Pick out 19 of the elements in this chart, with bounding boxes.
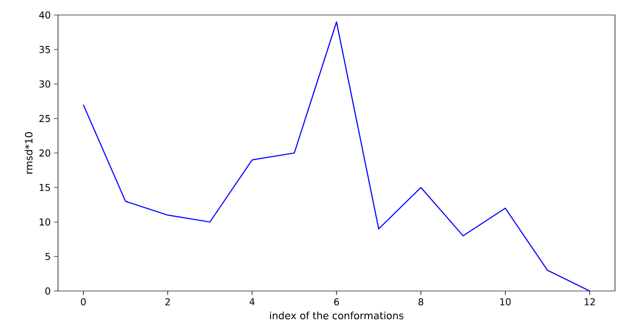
- y-tick-label: 10: [40, 218, 50, 226]
- y-tick-label: 25: [39, 114, 50, 122]
- y-tick-label: 15: [40, 184, 50, 192]
- x-tick-label: 8: [418, 298, 424, 306]
- x-tick-label: 6: [334, 298, 339, 306]
- line-series: [82, 21, 590, 291]
- x-tick-label: 4: [250, 298, 255, 306]
- y-tick-label: 35: [39, 46, 50, 54]
- y-tick-label: 0: [45, 287, 50, 295]
- x-tick-label: 12: [584, 298, 595, 306]
- y-tick-label: 30: [39, 80, 50, 88]
- y-tick-label: 40: [39, 11, 50, 19]
- x-tick-label: 2: [165, 298, 170, 306]
- y-tick-label: 20: [39, 149, 50, 157]
- y-tick-label: 5: [45, 252, 50, 260]
- y-axis-title: rmsd*10: [24, 132, 33, 174]
- x-tick-label: 0: [80, 298, 86, 306]
- x-axis-title: index of the conformations: [270, 312, 404, 320]
- x-tick-label: 10: [500, 298, 511, 306]
